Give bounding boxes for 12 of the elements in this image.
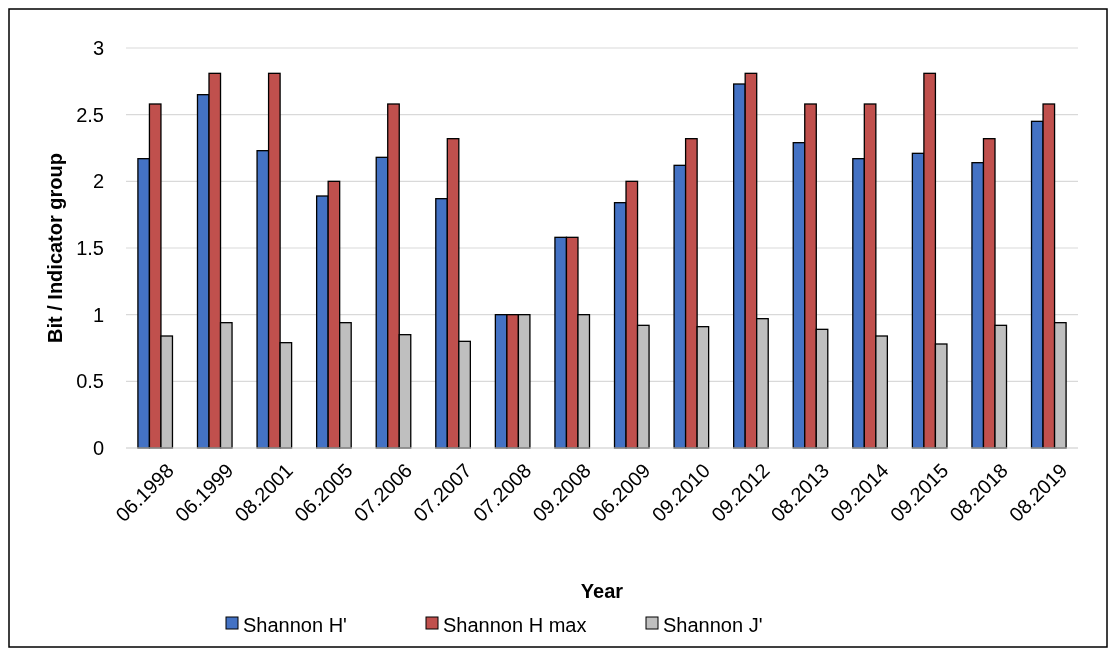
y-axis-title: Bit / Indicator group <box>44 153 66 343</box>
y-tick-label: 0.5 <box>76 370 104 393</box>
y-tick-label: 2 <box>92 170 104 193</box>
y-tick-label: 2.5 <box>76 103 104 126</box>
y-tick-label: 3 <box>92 37 104 59</box>
y-tick-label: 1 <box>92 303 104 326</box>
legend-label: Shannon J' <box>663 614 763 636</box>
y-tick-label: 1.5 <box>76 237 104 259</box>
legend-label: Shannon H' <box>243 614 347 636</box>
legend-label: Shannon H max <box>443 614 587 636</box>
y-tick-label: 0 <box>92 437 104 459</box>
x-axis-title: Year <box>580 580 624 602</box>
